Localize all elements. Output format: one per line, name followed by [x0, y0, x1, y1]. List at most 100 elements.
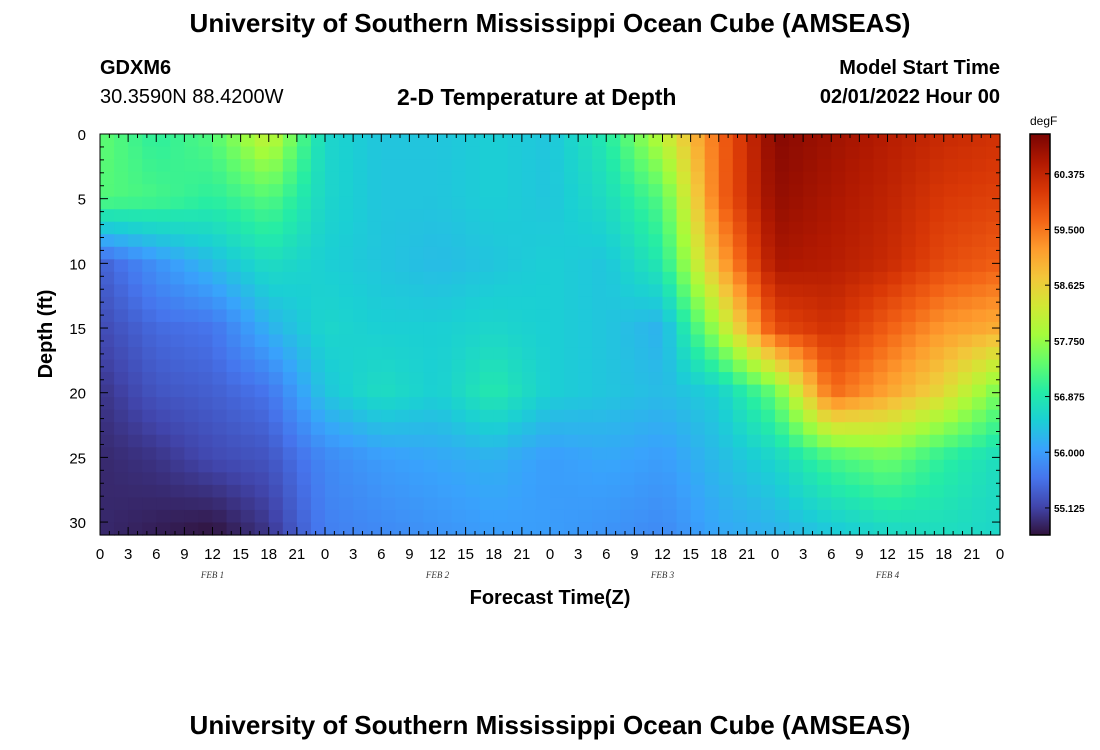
heatmap-cell [353, 196, 368, 210]
x-tick-label: 18 [935, 546, 952, 563]
heatmap-cell [845, 196, 860, 210]
heatmap-cell [746, 296, 762, 311]
heatmap-cell [212, 259, 228, 273]
heatmap-cell [831, 447, 846, 461]
heatmap-cell [690, 271, 706, 285]
heatmap-cell [620, 271, 635, 285]
heatmap-cell [296, 321, 312, 336]
heatmap-cell [957, 334, 973, 348]
heatmap-cell [957, 296, 973, 311]
heatmap-cell [550, 196, 565, 210]
heatmap-cell [353, 384, 368, 398]
heatmap-cell [240, 196, 256, 210]
x-axis: 0 3 6 9 12 15 18 21 0 3 6 9 12 15 18 21 0 3 6 9 12 15 18 21 0 3 6 9… [96, 134, 1004, 580]
heatmap-cell [718, 472, 734, 486]
heatmap-cell [929, 234, 945, 248]
heatmap-cell [564, 359, 579, 373]
heatmap-cell [901, 409, 917, 423]
heatmap-cell [395, 447, 410, 461]
heatmap-cell [325, 271, 340, 285]
heatmap-cell [803, 509, 818, 524]
heatmap-cell [845, 334, 860, 348]
heatmap-cell [170, 196, 185, 210]
heatmap-cell [282, 309, 298, 323]
heatmap-cell [198, 422, 214, 436]
heatmap-cell [451, 459, 467, 473]
heatmap-cell [268, 372, 284, 386]
heatmap-cell [465, 359, 481, 373]
heatmap-cell [704, 321, 720, 336]
heatmap-cell [325, 447, 340, 461]
heatmap-cell [845, 397, 860, 411]
heatmap-cell [746, 209, 762, 223]
heatmap-cell [732, 184, 748, 198]
heatmap-cell [775, 296, 790, 311]
heatmap-cell [648, 484, 664, 499]
heatmap-cell [690, 221, 706, 235]
heatmap-cell [521, 146, 537, 160]
heatmap-cell [535, 484, 551, 499]
heatmap-cell [325, 522, 340, 536]
heatmap-cell [690, 284, 706, 298]
heatmap-cell [353, 321, 368, 336]
heatmap-cell [409, 372, 425, 386]
x-tick-label: 21 [739, 546, 756, 563]
heatmap-cell [423, 372, 439, 386]
heatmap-cell [578, 422, 593, 436]
heatmap-cell [100, 472, 115, 486]
heatmap-cell [859, 134, 875, 148]
heatmap-cell [296, 159, 312, 173]
heatmap-cell [901, 171, 917, 185]
heatmap-cell [156, 309, 171, 323]
heatmap-cell [114, 509, 129, 524]
heatmap-cell [409, 284, 425, 298]
heatmap-cell [915, 196, 931, 210]
heatmap-cell [789, 334, 804, 348]
heatmap-cell [817, 196, 832, 210]
heatmap-cell [367, 497, 382, 511]
heatmap-cell [662, 259, 678, 273]
heatmap-cell [957, 134, 973, 148]
heatmap-cell [367, 209, 382, 223]
heatmap-cell [198, 347, 214, 361]
heatmap-cell [971, 246, 987, 260]
heatmap-cell [803, 134, 818, 148]
heatmap-cell [451, 384, 467, 398]
heatmap-cell [831, 522, 846, 536]
heatmap-cell [100, 434, 115, 448]
heatmap-cell [521, 296, 537, 311]
heatmap-cell [690, 134, 706, 148]
heatmap-cell [423, 196, 439, 210]
heatmap-cell [718, 434, 734, 448]
heatmap-cell [423, 497, 439, 511]
heatmap-cell [662, 196, 678, 210]
heatmap-cell [704, 196, 720, 210]
heatmap-cell [718, 359, 734, 373]
heatmap-cell [535, 234, 551, 248]
heatmap-cell [409, 422, 425, 436]
heatmap-cell [268, 246, 284, 260]
heatmap-cell [423, 472, 439, 486]
heatmap-cell [676, 196, 692, 210]
heatmap-cell [254, 434, 270, 448]
heatmap-cell [803, 184, 818, 198]
heatmap-cell [845, 497, 860, 511]
heatmap-cell [226, 334, 242, 348]
heatmap-cell [339, 246, 354, 260]
heatmap-cell [817, 309, 832, 323]
heatmap-cell [339, 397, 354, 411]
heatmap-cell [339, 171, 354, 185]
heatmap-cell [817, 472, 832, 486]
heatmap-cell [339, 196, 354, 210]
heatmap-cell [212, 321, 228, 336]
heatmap-cell [353, 246, 368, 260]
heatmap-cell [901, 359, 917, 373]
heatmap-cell [451, 434, 467, 448]
heatmap-cell [268, 422, 284, 436]
heatmap-cell [100, 134, 115, 148]
heatmap-cell [732, 522, 748, 536]
heatmap-cell [339, 497, 354, 511]
heatmap-cell [732, 459, 748, 473]
heatmap-cell [381, 397, 396, 411]
heatmap-cell [859, 259, 875, 273]
